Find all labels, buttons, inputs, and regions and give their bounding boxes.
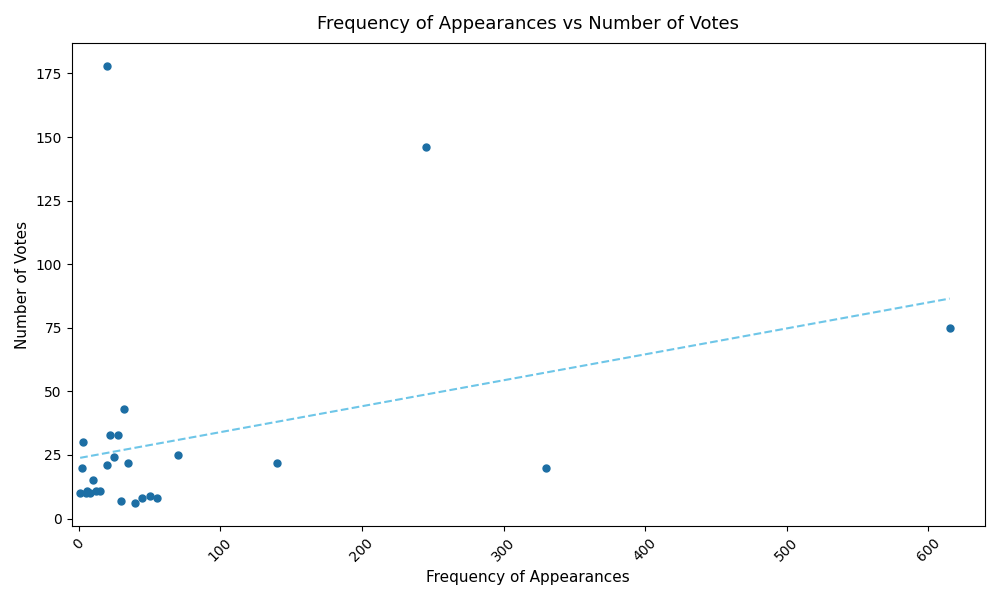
Point [85, 476, 101, 485]
Point [127, 499, 143, 508]
Point [418, 142, 434, 152]
Point [269, 458, 285, 467]
Point [92, 486, 108, 496]
X-axis label: Frequency of Appearances: Frequency of Appearances [426, 570, 630, 585]
Point [142, 491, 158, 500]
Point [149, 493, 165, 503]
Point [116, 404, 132, 414]
Point [74, 463, 90, 472]
Point [110, 430, 126, 439]
Title: Frequency of Appearances vs Number of Votes: Frequency of Appearances vs Number of Vo… [317, 15, 739, 33]
Point [99, 61, 115, 71]
Point [538, 463, 554, 472]
Point [72, 488, 88, 498]
Point [102, 430, 118, 439]
Point [170, 450, 186, 460]
Point [82, 488, 98, 498]
Point [134, 493, 150, 503]
Point [88, 486, 104, 496]
Point [75, 437, 91, 447]
Point [120, 458, 136, 467]
Point [113, 496, 129, 506]
Point [106, 452, 122, 462]
Point [78, 488, 94, 498]
Point [99, 460, 115, 470]
Y-axis label: Number of Votes: Number of Votes [15, 220, 30, 349]
Point [942, 323, 958, 332]
Point [79, 486, 95, 496]
